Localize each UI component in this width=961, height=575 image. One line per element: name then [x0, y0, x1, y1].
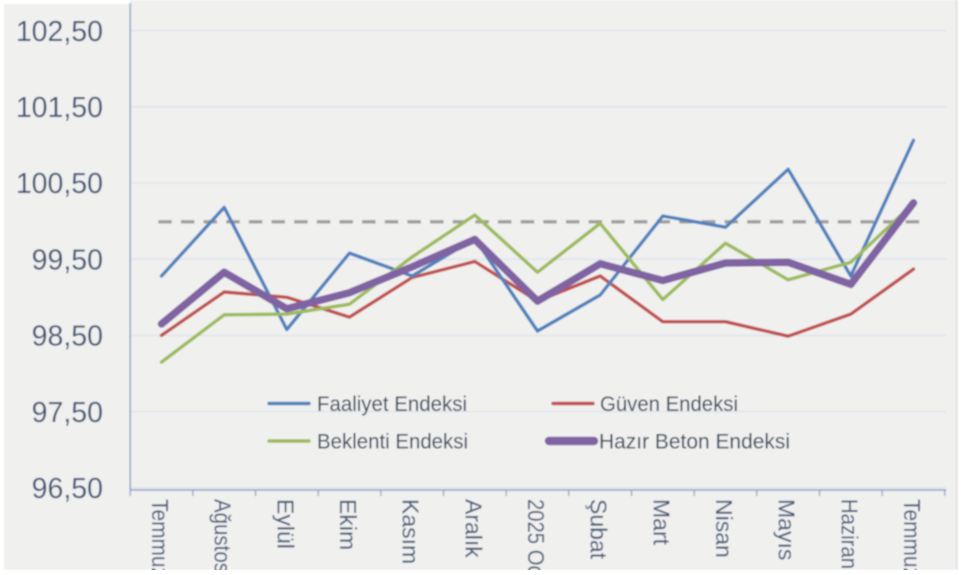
svg-text:Hazır Beton Endeksi: Hazır Beton Endeksi [599, 430, 790, 454]
svg-text:102,50: 102,50 [16, 16, 103, 48]
svg-text:101,50: 101,50 [16, 92, 103, 124]
svg-text:97,50: 97,50 [32, 397, 103, 429]
svg-text:Temmuz: Temmuz [147, 499, 173, 570]
svg-text:99,50: 99,50 [32, 244, 103, 276]
svg-text:Ekim: Ekim [335, 499, 361, 550]
svg-text:Aralık: Aralık [460, 499, 486, 558]
svg-text:Güven Endeksi: Güven Endeksi [600, 392, 738, 416]
svg-text:Nisan: Nisan [711, 499, 737, 558]
svg-text:Mart: Mart [648, 499, 674, 546]
svg-text:Faaliyet Endeksi: Faaliyet Endeksi [317, 392, 467, 416]
svg-text:Kasım: Kasım [398, 499, 424, 564]
svg-text:Haziran: Haziran [836, 499, 862, 569]
svg-text:Eylül: Eylül [272, 499, 298, 549]
svg-text:96,50: 96,50 [32, 473, 103, 505]
svg-text:Şubat: Şubat [586, 499, 612, 560]
svg-text:98,50: 98,50 [32, 321, 103, 353]
svg-text:Mayıs: Mayıs [774, 499, 800, 560]
svg-text:100,50: 100,50 [16, 168, 103, 200]
svg-text:Ağustos: Ağustos [210, 499, 236, 570]
svg-text:Temmuz: Temmuz [899, 499, 925, 570]
svg-text:2025 Ocak: 2025 Ocak [523, 499, 549, 570]
svg-text:Beklenti Endeksi: Beklenti Endeksi [317, 430, 468, 454]
